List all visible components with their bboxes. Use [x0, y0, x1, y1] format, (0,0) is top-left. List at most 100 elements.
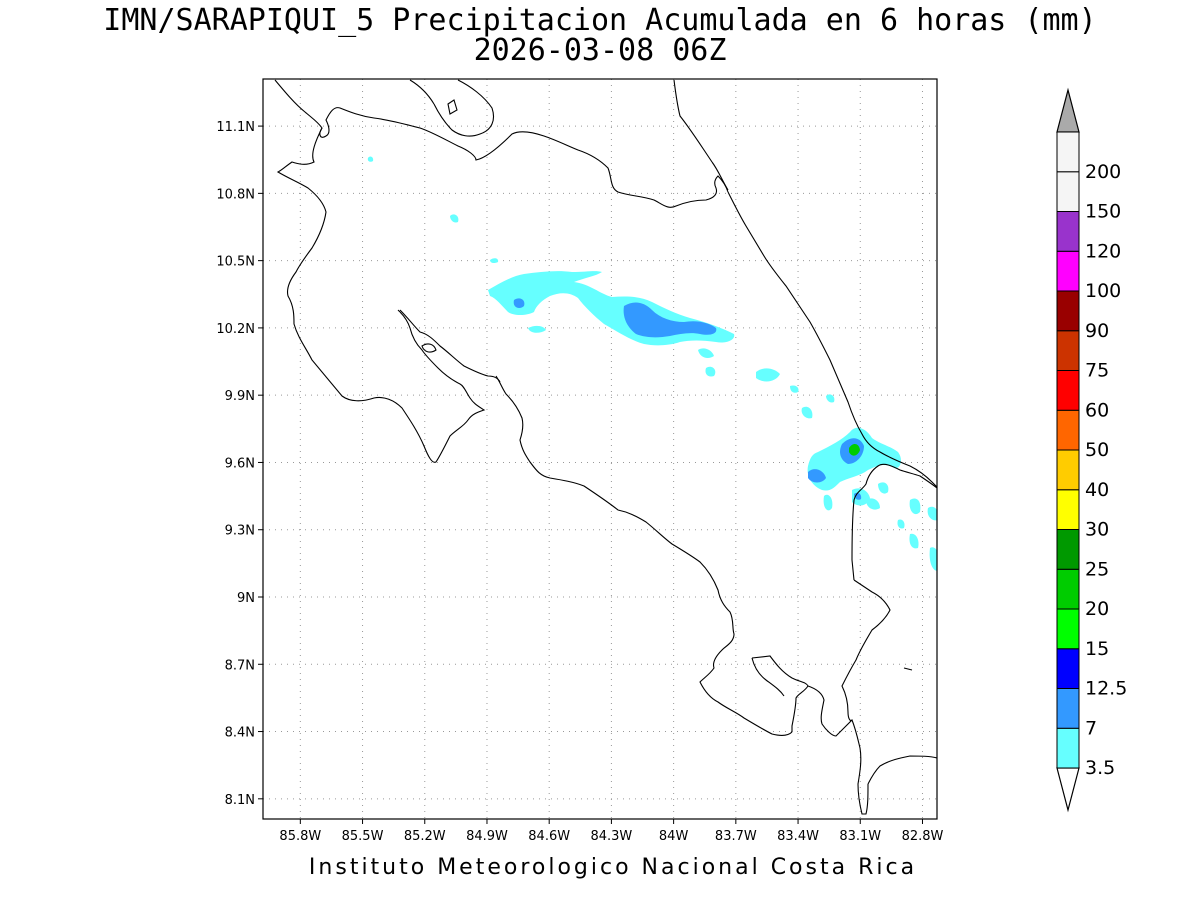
precip-area — [488, 271, 735, 346]
precip-area — [909, 498, 921, 515]
precip-area — [909, 533, 919, 549]
colorbar-swatch — [1056, 211, 1080, 252]
colorbar-label: 100 — [1085, 280, 1121, 302]
colorbar-label: 3.5 — [1085, 757, 1115, 779]
precip-area — [705, 366, 716, 377]
colorbar-label: 150 — [1085, 201, 1121, 223]
colorbar-swatch — [1056, 409, 1080, 451]
colorbar-swatch — [1056, 568, 1080, 610]
lon-tick-label: 83.1W — [839, 829, 881, 844]
precip-area — [808, 469, 826, 483]
colorbar-min-arrow — [1056, 767, 1080, 813]
precip-area — [513, 298, 525, 308]
precip-area — [450, 214, 459, 223]
island — [421, 343, 437, 353]
precip-area — [854, 492, 862, 500]
colorbar-label: 50 — [1085, 439, 1109, 461]
coastline — [751, 655, 809, 732]
lat-tick-label: 10.8N — [216, 187, 255, 202]
colorbar-swatch — [1056, 449, 1080, 491]
coastline — [399, 309, 501, 383]
coastlines — [274, 79, 937, 815]
lon-tick-label: 85.5W — [342, 829, 384, 844]
precip-area — [490, 258, 499, 264]
colorbar-swatch — [1056, 370, 1080, 411]
lon-tick-label: 82.8W — [902, 829, 944, 844]
precip-area — [897, 519, 905, 529]
colorbar-swatch — [1056, 727, 1080, 769]
lat-tick-label: 11.1N — [216, 120, 255, 135]
lat-tick-label: 9.3N — [225, 524, 255, 539]
lon-tick-label: 83.7W — [715, 829, 757, 844]
colorbar-label: 60 — [1085, 399, 1109, 421]
lat-tick-label: 9.9N — [225, 389, 255, 404]
precip-area — [878, 482, 889, 494]
colorbar-swatch — [1056, 250, 1080, 292]
coastline — [807, 685, 869, 815]
map-subtitle: 2026-03-08 06Z — [473, 33, 727, 68]
colorbar-label: 12.5 — [1085, 678, 1127, 700]
precip-area — [929, 547, 937, 571]
coastline — [276, 127, 486, 463]
border — [841, 579, 891, 722]
colorbar-swatch — [1056, 648, 1080, 689]
lon-tick-label: 85.8W — [279, 829, 321, 844]
precip-area — [623, 302, 717, 338]
colorbar-label: 40 — [1085, 479, 1109, 501]
colorbar-swatch — [1056, 330, 1080, 371]
credit-text: Instituto Meteorologico Nacional Costa R… — [308, 855, 918, 880]
precip-area — [927, 506, 937, 521]
colorbar-swatch — [1056, 489, 1080, 530]
coastline — [274, 79, 729, 208]
precip-area — [866, 498, 880, 510]
precip-area — [823, 494, 833, 511]
precip-area — [790, 385, 799, 393]
coastline — [495, 375, 793, 736]
coastline — [409, 79, 435, 105]
colorbar-label: 75 — [1085, 360, 1109, 382]
colorbar-label: 200 — [1085, 161, 1121, 183]
lon-tick-label: 84W — [659, 829, 689, 844]
precip-area — [826, 394, 835, 403]
colorbar-swatch — [1056, 290, 1080, 332]
colorbar-label: 20 — [1085, 598, 1109, 620]
coastline — [673, 79, 713, 163]
lat-tick-label: 9N — [237, 591, 255, 606]
lat-tick-label: 8.7N — [225, 658, 255, 673]
lon-tick-label: 84.9W — [466, 829, 508, 844]
lon-tick-label: 84.6W — [528, 829, 570, 844]
precip-area — [698, 348, 714, 358]
colorbar-label: 7 — [1085, 717, 1097, 739]
colorbar-max-arrow — [1056, 87, 1080, 133]
precip-area — [528, 325, 546, 333]
colorbar-label: 120 — [1085, 240, 1121, 262]
lat-tick-label: 8.1N — [225, 793, 255, 808]
coastline — [867, 755, 937, 785]
colorbar-swatch — [1056, 171, 1080, 212]
colorbar-swatch — [1056, 529, 1080, 570]
precip-area — [849, 444, 860, 456]
map-title: IMN/SARAPIQUI_5 Precipitacion Acumulada … — [103, 3, 1097, 38]
lat-tick-label: 10.5N — [216, 255, 255, 270]
colorbar-swatch — [1056, 608, 1080, 650]
coastline — [903, 667, 913, 671]
map-grid — [263, 79, 937, 819]
lon-tick-label: 83.4W — [777, 829, 819, 844]
map-axes: 85.8W 85.5W 85.2W 84.9W 84.6W 84.3W 84W 83.7W 83… — [216, 120, 943, 844]
lon-tick-label: 84.3W — [590, 829, 632, 844]
lat-tick-label: 10.2N — [216, 322, 255, 337]
coastline — [727, 191, 937, 488]
lat-tick-label: 8.4N — [225, 726, 255, 741]
island — [447, 99, 458, 115]
precip-area — [801, 406, 813, 419]
colorbar: 3.5 7 12.5 15 20 25 30 40 50 60 75 90 100 120 150 200 — [1056, 87, 1127, 813]
coastline — [751, 657, 785, 697]
colorbar-swatch — [1056, 688, 1080, 729]
coastline — [397, 309, 401, 313]
precip-field — [367, 156, 937, 571]
lon-tick-label: 85.2W — [404, 829, 446, 844]
coastline — [711, 161, 729, 191]
colorbar-swatch — [1056, 131, 1080, 173]
precip-area — [756, 368, 780, 382]
